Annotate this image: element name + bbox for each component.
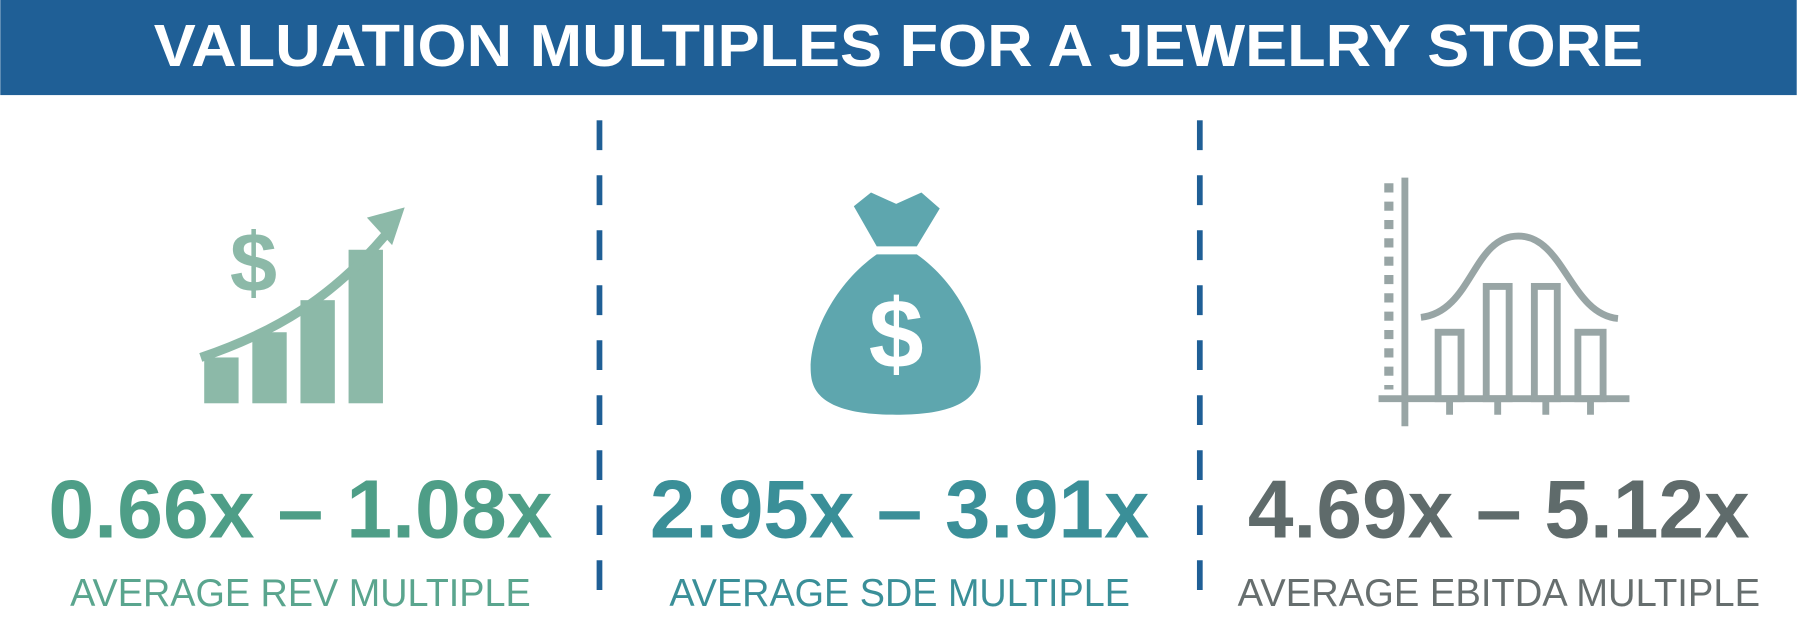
range-value: 2.95x – 3.91x <box>650 463 1150 555</box>
title: VALUATION MULTIPLES FOR A JEWELRY STORE <box>154 12 1643 79</box>
range-value: 4.69x – 5.12x <box>1248 463 1750 555</box>
svg-text:$: $ <box>869 278 924 388</box>
distribution-icon <box>1378 177 1630 427</box>
range-value: 0.66x – 1.08x <box>48 463 552 555</box>
svg-text:$: $ <box>230 215 277 310</box>
header-band <box>0 0 1797 96</box>
range-label: AVERAGE REV MULTIPLE <box>70 572 531 615</box>
range-label: AVERAGE SDE MULTIPLE <box>669 572 1130 615</box>
money-bag-icon: $ <box>810 192 981 415</box>
growth-icon: $ <box>199 207 405 404</box>
range-label: AVERAGE EBITDA MULTIPLE <box>1238 572 1760 615</box>
